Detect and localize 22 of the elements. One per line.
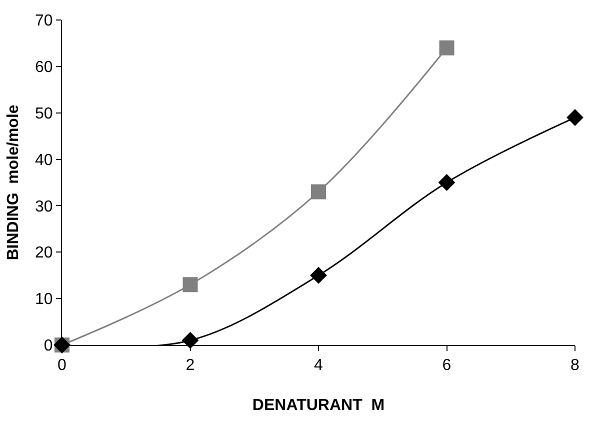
y-tick-label: 70 xyxy=(35,12,53,30)
y-tick-label: 40 xyxy=(35,152,53,169)
point xyxy=(566,109,584,126)
x-tick-label: 8 xyxy=(570,357,580,374)
point xyxy=(182,332,199,349)
point xyxy=(438,174,456,191)
point xyxy=(439,40,454,56)
x-tick-label: 0 xyxy=(58,357,67,374)
y-tick-label: 30 xyxy=(35,198,53,216)
x-tick-label: 6 xyxy=(442,357,452,374)
y-tick-label: 50 xyxy=(35,105,53,122)
y-tick-label: 0 xyxy=(44,338,53,355)
point xyxy=(182,277,198,292)
x-axis-title: DENATURANT M xyxy=(252,396,385,414)
x-tick-label: 2 xyxy=(186,357,195,374)
point xyxy=(311,184,326,200)
point xyxy=(310,266,327,284)
y-tick-label: 20 xyxy=(35,244,53,262)
y-axis-title: BINDING mole/mole xyxy=(4,104,22,260)
x-tick-label: 4 xyxy=(314,357,324,374)
y-tick-label: 60 xyxy=(35,59,53,76)
y-tick-label: 10 xyxy=(35,291,53,308)
